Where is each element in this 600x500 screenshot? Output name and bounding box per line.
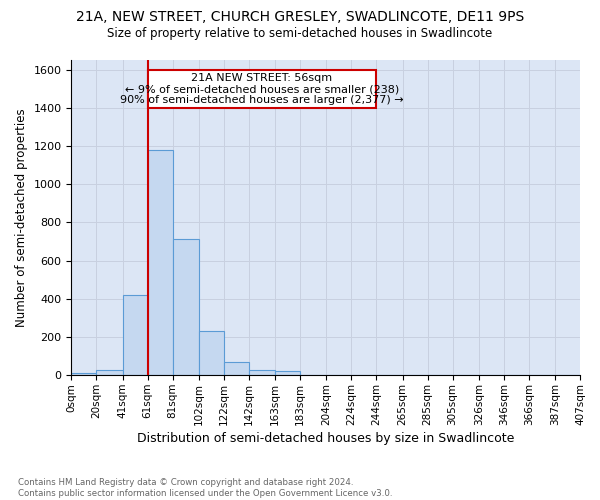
- Text: Size of property relative to semi-detached houses in Swadlincote: Size of property relative to semi-detach…: [107, 28, 493, 40]
- Text: Contains HM Land Registry data © Crown copyright and database right 2024.
Contai: Contains HM Land Registry data © Crown c…: [18, 478, 392, 498]
- Bar: [97, 370, 122, 376]
- Text: ← 9% of semi-detached houses are smaller (238): ← 9% of semi-detached houses are smaller…: [125, 84, 399, 94]
- Bar: [148, 70, 376, 108]
- Y-axis label: Number of semi-detached properties: Number of semi-detached properties: [15, 108, 28, 327]
- Bar: [71, 374, 97, 376]
- Bar: [224, 362, 249, 376]
- Bar: [173, 238, 199, 376]
- Bar: [199, 332, 224, 376]
- Bar: [249, 370, 275, 376]
- Text: 90% of semi-detached houses are larger (2,377) →: 90% of semi-detached houses are larger (…: [120, 95, 404, 105]
- Bar: [148, 150, 173, 376]
- X-axis label: Distribution of semi-detached houses by size in Swadlincote: Distribution of semi-detached houses by …: [137, 432, 514, 445]
- Text: 21A NEW STREET: 56sqm: 21A NEW STREET: 56sqm: [191, 73, 332, 83]
- Bar: [122, 295, 148, 376]
- Text: 21A, NEW STREET, CHURCH GRESLEY, SWADLINCOTE, DE11 9PS: 21A, NEW STREET, CHURCH GRESLEY, SWADLIN…: [76, 10, 524, 24]
- Bar: [275, 372, 300, 376]
